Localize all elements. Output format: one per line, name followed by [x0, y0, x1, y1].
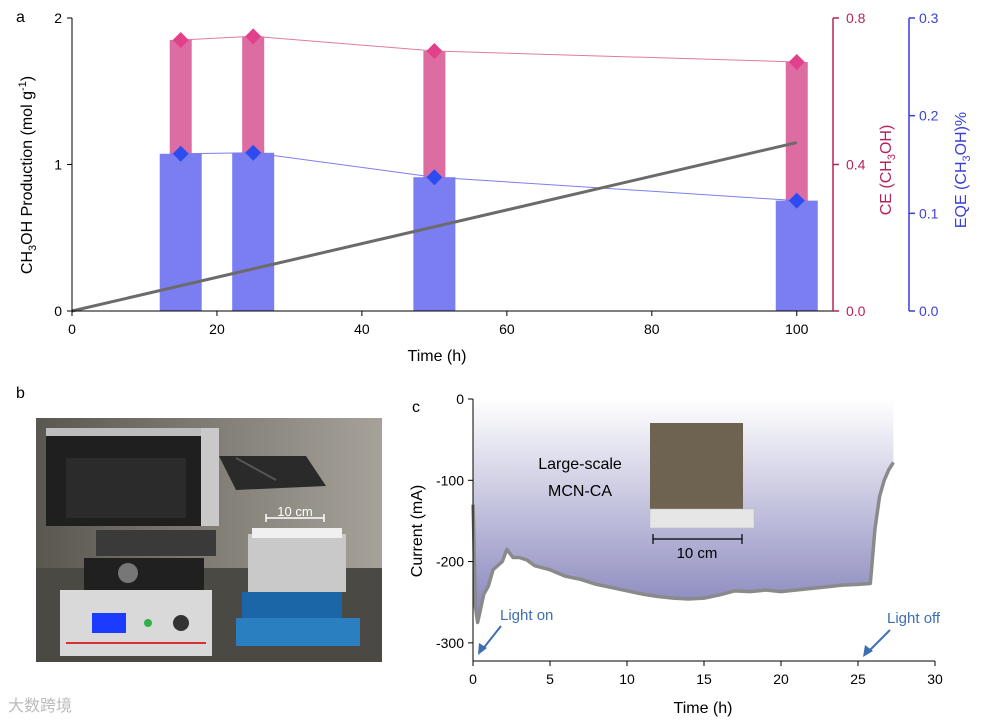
- a-left-y-tick-label: 0: [54, 303, 62, 319]
- eqe-bar: [159, 153, 202, 311]
- a-axes: 0 20 40 60 80 100 0 1 2 0.0 0.4 0.8 0.0 0.1 0.2 0.3: [54, 10, 938, 337]
- chart-c: c 0 5 10 15 20 25 30 0 -100 -200 -300 10 cm Large-…: [409, 391, 943, 717]
- c-x-tick-label: 30: [927, 671, 943, 687]
- eqe-marker: [172, 145, 189, 162]
- inset-scale-label: 10 cm: [677, 545, 718, 562]
- a-right2-y-tick-label: 0.3: [919, 10, 939, 26]
- c-x-tick-label: 25: [850, 671, 866, 687]
- a-right2-y-tick-label: 0.0: [919, 303, 939, 319]
- ce-marker: [426, 42, 443, 59]
- light-off-arrowhead: [863, 645, 873, 657]
- c-x-axis-label: Time (h): [674, 700, 733, 717]
- a-x-tick-label: 80: [644, 321, 660, 337]
- c-y-tick-label: -300: [436, 635, 464, 651]
- eqe-marker: [788, 192, 805, 209]
- light-on-arrowhead: [478, 643, 487, 655]
- a-x-axis-label: Time (h): [408, 348, 467, 365]
- chart-a: a 0 20 40 60 80 100 0 1 2 0.0 0.4 0.8 0.0 0.1 0.2 0.3 T…: [16, 9, 973, 365]
- ce-marker: [245, 28, 262, 45]
- c-axes: 0 5 10 15 20 25 30 0 -100 -200 -300: [436, 391, 943, 687]
- a-x-tick-label: 100: [785, 321, 809, 337]
- photo-scale-label: 10 cm: [277, 504, 312, 519]
- a-right1-y-axis-label: CE (CH3OH): [878, 125, 898, 216]
- c-y-tick-label: 0: [456, 391, 464, 407]
- eqe-line: [180, 152, 797, 202]
- light-on-label: Light on: [500, 607, 553, 624]
- c-x-tick-label: 5: [546, 671, 554, 687]
- watermark: 大数跨境: [8, 696, 73, 715]
- eqe-bar: [775, 200, 818, 311]
- a-left-y-tick-label: 2: [54, 10, 62, 26]
- c-x-tick-label: 10: [619, 671, 635, 687]
- a-x-tick-label: 40: [354, 321, 370, 337]
- c-y-tick-label: -200: [436, 554, 464, 570]
- a-right1-y-tick-label: 0.4: [846, 157, 866, 173]
- production-line: [71, 141, 798, 313]
- a-left-y-axis-label: CH3OH Production (mol g-1): [17, 76, 39, 274]
- a-right1-y-tick-label: 0.8: [846, 10, 866, 26]
- ce-line: [180, 35, 797, 63]
- mcn-ca-ruler: [649, 508, 755, 529]
- a-x-tick-label: 60: [499, 321, 515, 337]
- c-x-tick-label: 0: [469, 671, 477, 687]
- a-left-y-tick-label: 1: [54, 157, 62, 173]
- light-off-label: Light off: [887, 610, 941, 627]
- panel-c-letter: c: [412, 399, 420, 416]
- c-x-tick-label: 20: [773, 671, 789, 687]
- reactor-photo: 10 cm: [36, 418, 382, 662]
- mcn-ca-photo: [650, 423, 743, 509]
- eqe-marker: [426, 169, 443, 186]
- light-on-arrow: [481, 625, 502, 651]
- panel-b-letter-svg: b: [16, 385, 25, 402]
- inset-label-line2: MCN-CA: [548, 483, 612, 500]
- a-markers: [172, 28, 805, 209]
- eqe-bar: [413, 177, 456, 311]
- panel-b-letter: b: [16, 385, 25, 402]
- ce-marker: [788, 53, 805, 70]
- eqe-bar: [232, 152, 275, 311]
- reactor-photo-drawing: 10 cm: [36, 418, 382, 662]
- a-right2-y-tick-label: 0.2: [919, 108, 939, 124]
- a-right2-y-tick-label: 0.1: [919, 205, 939, 221]
- a-x-tick-label: 0: [68, 321, 76, 337]
- eqe-bars: [159, 152, 818, 311]
- a-lines: [71, 35, 798, 313]
- a-right1-y-tick-label: 0.0: [846, 303, 866, 319]
- light-off-arrow: [867, 629, 891, 653]
- eqe-marker: [245, 144, 262, 161]
- c-x-tick-label: 15: [696, 671, 712, 687]
- inset-label-line1: Large-scale: [538, 456, 622, 473]
- c-y-tick-label: -100: [436, 472, 464, 488]
- c-y-axis-label: Current (mA): [409, 485, 426, 577]
- a-right2-y-axis-label: EQE (CH3OH)%: [953, 112, 973, 228]
- ce-marker: [172, 31, 189, 48]
- current-line: [471, 461, 895, 625]
- panel-a-letter: a: [16, 9, 25, 26]
- a-x-tick-label: 20: [209, 321, 225, 337]
